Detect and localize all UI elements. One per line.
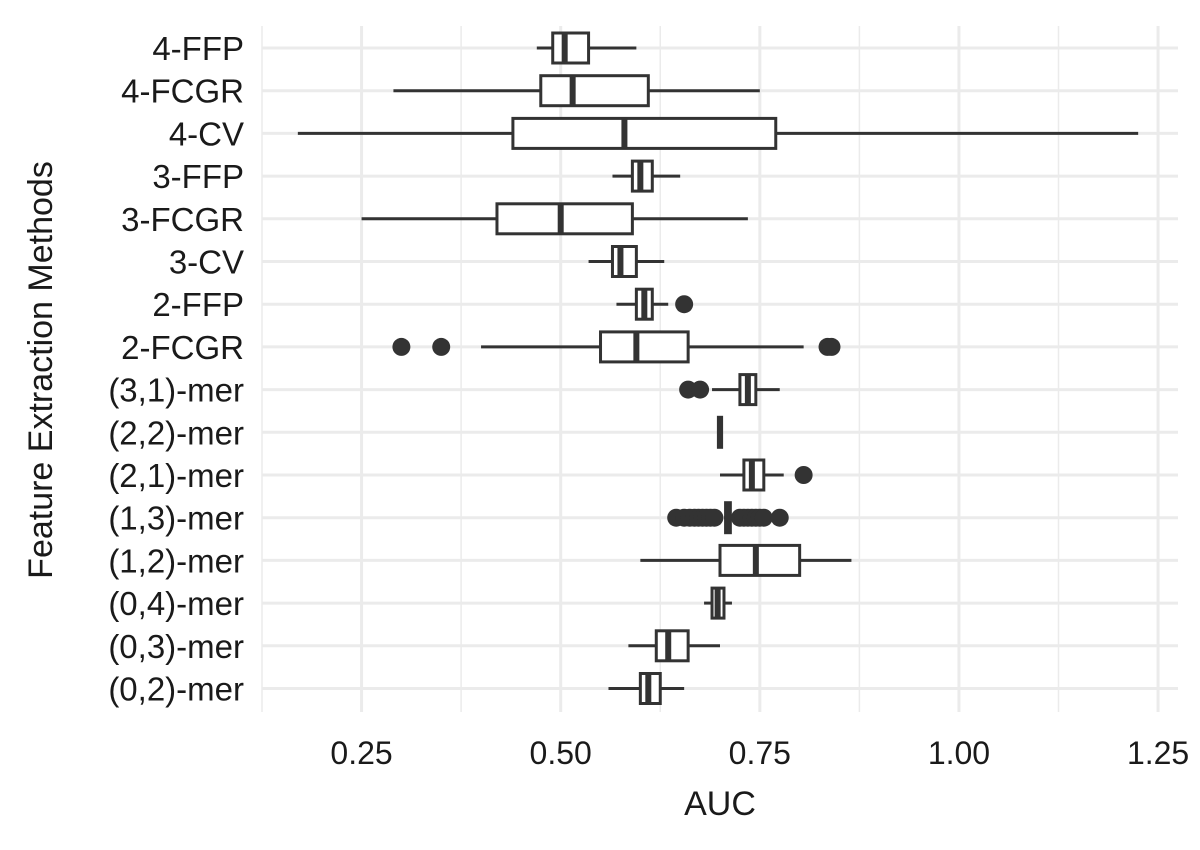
box-(3,1)-mer [679, 373, 780, 407]
outlier-point [822, 337, 841, 356]
outlier-point [432, 337, 451, 356]
box-4-FFP [536, 31, 637, 65]
outlier-point [392, 337, 411, 356]
outlier-point [705, 508, 724, 527]
y-tick-label: (0,3)-mer [108, 628, 244, 665]
box-(0,3)-mer [628, 629, 720, 663]
iqr-box [654, 629, 690, 663]
iqr-box [495, 202, 634, 236]
box-(2,2)-mer [716, 415, 724, 449]
x-tick-label: 0.25 [330, 735, 392, 771]
y-tick-label: 4-CV [169, 115, 244, 152]
x-tick-label: 0.75 [729, 735, 791, 771]
iqr-box [551, 31, 591, 65]
iqr-box [718, 543, 802, 577]
y-tick-label: 2-FFP [152, 286, 244, 323]
box-4-CV [297, 116, 1139, 150]
y-tick-label: 4-FCGR [121, 73, 244, 110]
x-tick-label: 1.25 [1127, 735, 1189, 771]
iqr-box [539, 74, 650, 108]
x-tick-label: 0.50 [530, 735, 592, 771]
y-tick-label: 4-FFP [152, 30, 244, 67]
y-tick-label: (2,1)-mer [108, 457, 244, 494]
y-tick-labels: 4-FFP 4-FCGR 4-CV 3-FFP 3-FCGR 3-CV 2-FFP 2-FCG… [108, 30, 244, 708]
y-tick-label: (1,3)-mer [108, 500, 244, 537]
outlier-point [770, 508, 789, 527]
y-tick-label: (0,4)-mer [108, 585, 244, 622]
box-series [297, 31, 1139, 705]
box-(2,1)-mer [720, 458, 813, 492]
x-tick-label: 1.00 [928, 735, 990, 771]
box-(0,4)-mer [704, 586, 732, 620]
box-3-FFP [612, 159, 681, 193]
x-tick-labels: 0.25 0.50 0.75 1.00 1.25 [330, 735, 1189, 771]
x-axis-title: AUC [684, 785, 756, 823]
y-tick-label: (2,2)-mer [108, 414, 244, 451]
y-tick-label: 3-CV [169, 244, 244, 281]
box-2-FFP [616, 287, 694, 321]
box-(1,3)-mer [667, 501, 789, 535]
iqr-box [511, 116, 778, 150]
box-(0,2)-mer [608, 672, 685, 705]
y-axis-title: Feature Extraction Methods [22, 161, 60, 579]
y-tick-label: (1,2)-mer [108, 542, 244, 579]
y-tick-label: 2-FCGR [121, 329, 244, 366]
box-3-CV [588, 245, 665, 278]
outlier-point [794, 466, 813, 484]
y-tick-label: 3-FCGR [121, 201, 244, 238]
outlier-point [754, 508, 773, 527]
box-(1,2)-mer [640, 543, 852, 577]
outlier-point [691, 380, 710, 399]
y-tick-label: (3,1)-mer [108, 372, 244, 409]
box-3-FCGR [361, 202, 748, 236]
box-4-FCGR [393, 74, 760, 108]
box-2-FCGR [392, 330, 841, 364]
y-tick-label: (0,2)-mer [108, 671, 244, 708]
iqr-box [610, 245, 638, 278]
outlier-point [675, 295, 694, 314]
y-tick-label: 3-FFP [152, 158, 244, 195]
iqr-box [599, 330, 690, 364]
